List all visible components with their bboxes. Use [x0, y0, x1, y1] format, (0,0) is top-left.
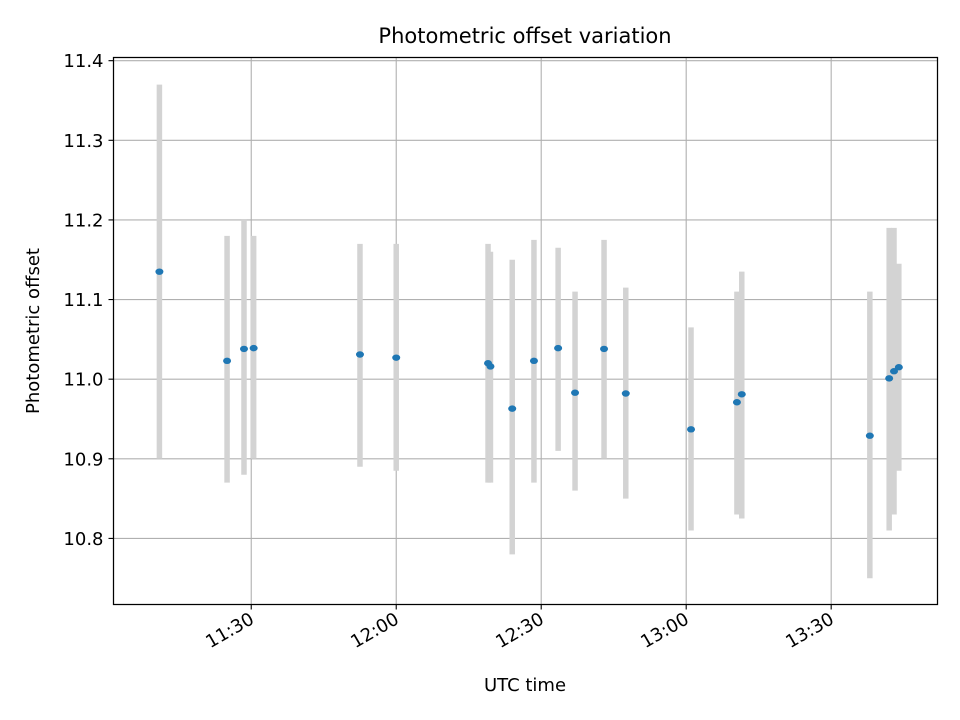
x-tick-label: 11:30	[202, 609, 257, 653]
plot-area-frame	[112, 56, 939, 606]
grid	[113, 57, 938, 605]
y-tick-label: 10.8	[63, 529, 103, 550]
data-point	[687, 426, 696, 433]
y-tick-label: 11.3	[63, 131, 103, 152]
data-point	[249, 344, 258, 352]
y-tick-label: 11.1	[63, 290, 103, 311]
data-point	[223, 357, 232, 365]
data-point	[392, 354, 401, 361]
chart-title: Photometric offset variation	[378, 24, 671, 48]
data-points	[155, 268, 903, 439]
data-point	[732, 399, 741, 406]
x-axis-label: UTC time	[484, 675, 566, 696]
data-point	[571, 389, 580, 396]
data-point	[890, 368, 899, 375]
x-tick-label: 13:30	[782, 609, 837, 653]
y-tick-label: 11.2	[63, 210, 103, 231]
y-tick-label: 11.4	[63, 51, 103, 72]
axes: 10.8 10.9 11.0 11.1 11.2 11.3 11.4 11:30 12:00 12…	[63, 51, 837, 653]
y-axis-label: Photometric offset	[23, 248, 44, 414]
y-tick-label: 11.0	[63, 370, 103, 391]
y-tick-label: 10.9	[63, 449, 103, 470]
data-point	[155, 268, 164, 275]
data-point	[894, 364, 903, 371]
data-point	[600, 345, 609, 353]
data-point	[554, 344, 563, 352]
data-point	[865, 432, 874, 439]
x-tick-label: 12:00	[347, 609, 402, 653]
data-point	[508, 405, 517, 412]
data-point	[529, 357, 538, 365]
error-bars	[156, 84, 902, 579]
x-tick-label: 13:00	[637, 609, 692, 653]
data-point	[355, 351, 364, 358]
data-point	[737, 391, 746, 398]
data-point	[239, 345, 248, 353]
data-point	[885, 375, 894, 382]
data-point	[621, 390, 630, 397]
data-point	[486, 363, 495, 370]
x-tick-label: 12:30	[492, 609, 547, 653]
